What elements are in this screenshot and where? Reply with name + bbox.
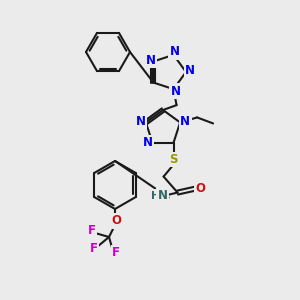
Text: F: F	[90, 242, 98, 256]
Text: O: O	[111, 214, 121, 227]
Text: N: N	[142, 136, 152, 149]
Text: H: H	[151, 190, 160, 201]
Text: N: N	[158, 189, 168, 202]
Text: S: S	[169, 153, 178, 166]
Text: O: O	[196, 182, 206, 195]
Text: N: N	[171, 85, 181, 98]
Text: F: F	[88, 224, 96, 238]
Text: F: F	[112, 247, 120, 260]
Text: N: N	[185, 64, 195, 77]
Text: N: N	[146, 54, 155, 67]
Text: N: N	[136, 115, 146, 128]
Text: N: N	[180, 115, 190, 128]
Text: N: N	[169, 45, 180, 58]
